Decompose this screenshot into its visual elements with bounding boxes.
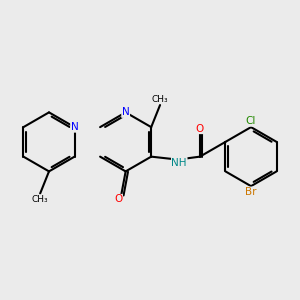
Text: Br: Br [245, 187, 257, 197]
Text: N: N [122, 107, 130, 117]
Text: CH₃: CH₃ [152, 94, 168, 103]
Text: CH₃: CH₃ [32, 195, 48, 204]
Text: N: N [71, 122, 78, 132]
Text: O: O [114, 194, 122, 204]
Text: NH: NH [172, 158, 187, 167]
Text: Cl: Cl [246, 116, 256, 126]
Text: O: O [196, 124, 204, 134]
